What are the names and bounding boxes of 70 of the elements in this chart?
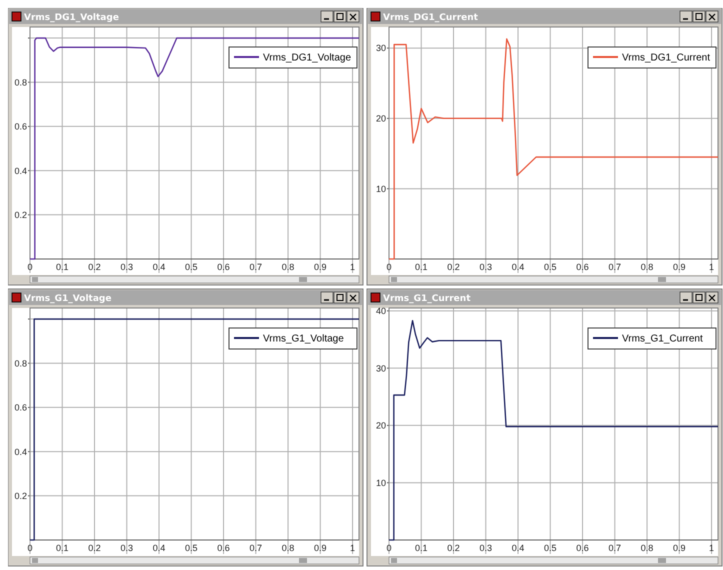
x-tick-label: 0.7 [250, 262, 262, 272]
x-tick-label: 0.3 [480, 262, 492, 272]
x-tick-label: 0.3 [120, 543, 134, 553]
legend-label: Vrms_G1_Current [622, 334, 703, 344]
y-tick-label: 30 [376, 43, 386, 54]
x-tick-label: 0.6 [576, 262, 589, 272]
x-tick-label: 0.6 [217, 262, 230, 272]
x-tick-label: 0 [27, 262, 33, 272]
y-tick-label: 40 [376, 306, 386, 316]
y-tick-label: 0.2 [14, 490, 27, 501]
y-tick-label: 30 [376, 363, 386, 374]
line-series [388, 38, 719, 260]
x-tick-label: 0.9 [314, 543, 327, 553]
y-tick-label: 0.6 [14, 122, 27, 132]
x-tick-label: 0.8 [282, 543, 294, 553]
x-tick-label: 0.2 [447, 543, 460, 553]
x-tick-label: 0.5 [185, 262, 198, 272]
x-tick-label: 0 [386, 262, 392, 272]
y-tick-label: 20 [376, 420, 386, 431]
x-tick-label: 0.3 [480, 543, 492, 553]
x-tick-label: 0.2 [447, 262, 460, 272]
x-tick-label: 0.6 [217, 543, 230, 553]
x-tick-label: 0.7 [608, 262, 622, 272]
x-tick-label: 0.4 [152, 543, 166, 553]
x-tick-label: 0.2 [88, 262, 101, 272]
y-tick-label: 10 [376, 478, 386, 488]
x-tick-label: 0.5 [544, 543, 557, 553]
x-tick-label: 1 [709, 262, 714, 272]
chart-title: Vrms_DG1_Current [383, 13, 479, 23]
x-tick-label: 0.9 [673, 543, 686, 553]
x-tick-label: 0.9 [314, 262, 327, 272]
line-series [388, 320, 719, 541]
x-tick-label: 0.4 [152, 262, 166, 272]
x-tick-label: 0.1 [56, 543, 69, 553]
x-tick-label: 0.8 [640, 543, 654, 553]
y-tick-label: 0.8 [14, 358, 27, 368]
x-tick-label: 0 [386, 543, 392, 553]
y-tick-label: 20 [376, 114, 386, 124]
y-tick-label: 0.6 [14, 402, 27, 413]
x-tick-label: 0.4 [512, 543, 524, 553]
y-tick-label: 0.2 [14, 210, 27, 220]
x-tick-label: 0.7 [608, 543, 622, 553]
y-tick-label: 0.4 [14, 166, 27, 176]
chart-title: Vrms_G1_Current [383, 294, 472, 304]
x-tick-label: 0.5 [185, 543, 198, 553]
legend-label: Vrms_DG1_Current [622, 52, 710, 64]
chart-title: Vrms_DG1_Voltage [24, 13, 119, 23]
x-tick-label: 0.1 [414, 262, 428, 272]
x-tick-label: 0.2 [88, 543, 101, 553]
x-tick-label: 0.8 [282, 262, 294, 272]
y-tick-label: 0.4 [14, 446, 27, 457]
x-tick-label: 0.1 [56, 262, 69, 272]
x-tick-label: 0.9 [673, 262, 686, 272]
x-tick-label: 1 [350, 262, 356, 272]
legend-label: Vrms_G1_Voltage [263, 334, 344, 344]
x-tick-label: 0.3 [120, 262, 134, 272]
legend-label: Vrms_DG1_Voltage [263, 52, 352, 64]
x-tick-label: 0.8 [640, 262, 654, 272]
chart-title: Vrms_G1_Voltage [24, 294, 112, 304]
x-tick-label: 1 [350, 543, 356, 553]
y-tick-label: 0.8 [14, 77, 27, 88]
x-tick-label: 0 [27, 543, 33, 553]
line-series [29, 37, 360, 260]
x-tick-label: 1 [709, 543, 714, 553]
x-tick-label: 0.1 [414, 543, 428, 553]
x-tick-label: 0.6 [576, 543, 589, 553]
x-tick-label: 0.7 [250, 543, 262, 553]
x-tick-label: 0.4 [512, 262, 524, 272]
x-tick-label: 0.5 [544, 262, 557, 272]
y-tick-label: 10 [376, 184, 386, 194]
